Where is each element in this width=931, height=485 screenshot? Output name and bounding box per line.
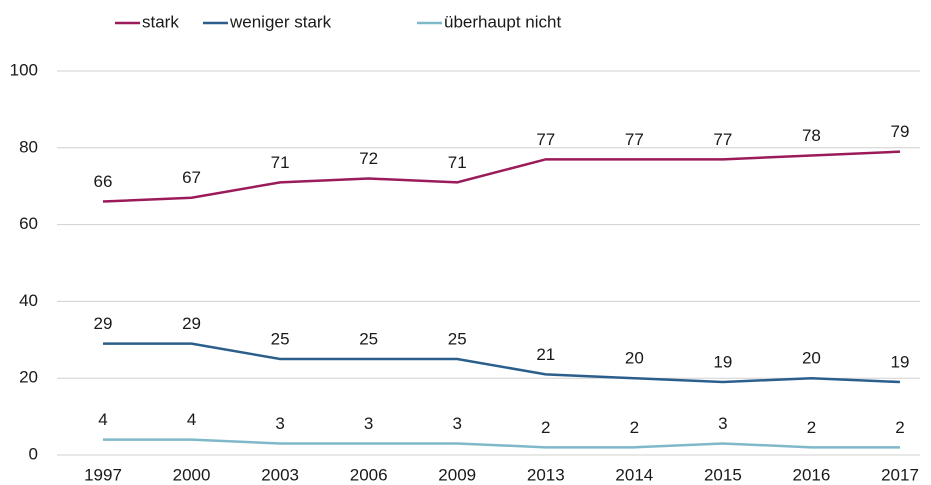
data-label: 4 — [187, 410, 196, 429]
series-line — [103, 438, 900, 449]
data-label: 2 — [541, 418, 550, 437]
data-label: 20 — [802, 349, 821, 368]
x-tick-label: 2003 — [261, 465, 299, 484]
legend-label: stark — [142, 12, 179, 31]
data-label: 2 — [895, 418, 904, 437]
data-label: 25 — [359, 329, 378, 348]
y-tick-label: 60 — [19, 214, 38, 233]
data-label: 25 — [271, 329, 290, 348]
x-tick-label: 2014 — [615, 465, 653, 484]
data-label: 19 — [713, 353, 732, 372]
y-tick-label: 100 — [10, 60, 38, 79]
x-tick-label: 2006 — [350, 465, 388, 484]
x-tick-label: 2017 — [881, 465, 919, 484]
y-tick-label: 0 — [29, 444, 38, 463]
data-label: 72 — [359, 149, 378, 168]
data-label: 77 — [713, 130, 732, 149]
data-label: 77 — [625, 130, 644, 149]
x-tick-label: 2009 — [438, 465, 476, 484]
series-line — [103, 342, 901, 384]
data-label: 3 — [452, 414, 461, 433]
data-label: 4 — [98, 410, 107, 429]
y-tick-label: 40 — [19, 291, 38, 310]
x-tick-label: 2015 — [704, 465, 742, 484]
data-label: 25 — [448, 329, 467, 348]
x-tick-label: 2013 — [527, 465, 565, 484]
data-label: 79 — [891, 122, 910, 141]
data-label: 3 — [718, 414, 727, 433]
data-label: 77 — [536, 130, 555, 149]
data-label: 29 — [182, 314, 201, 333]
series-line — [102, 150, 901, 203]
data-label: 67 — [182, 168, 201, 187]
data-label: 3 — [275, 414, 284, 433]
data-label: 66 — [94, 172, 113, 191]
y-tick-label: 20 — [19, 368, 38, 387]
legend-label: überhaupt nicht — [444, 12, 561, 31]
x-tick-label: 2016 — [793, 465, 831, 484]
data-label: 3 — [364, 414, 373, 433]
data-label: 78 — [802, 126, 821, 145]
x-tick-label: 2000 — [173, 465, 211, 484]
x-tick-label: 1997 — [84, 465, 122, 484]
legend-label: weniger stark — [229, 12, 332, 31]
y-tick-label: 80 — [19, 137, 38, 156]
data-label: 71 — [271, 153, 290, 172]
data-label: 2 — [630, 418, 639, 437]
data-label: 71 — [448, 153, 467, 172]
data-label: 29 — [94, 314, 113, 333]
data-label: 2 — [807, 418, 816, 437]
data-label: 19 — [891, 353, 910, 372]
data-label: 21 — [536, 345, 555, 364]
data-label: 20 — [625, 349, 644, 368]
